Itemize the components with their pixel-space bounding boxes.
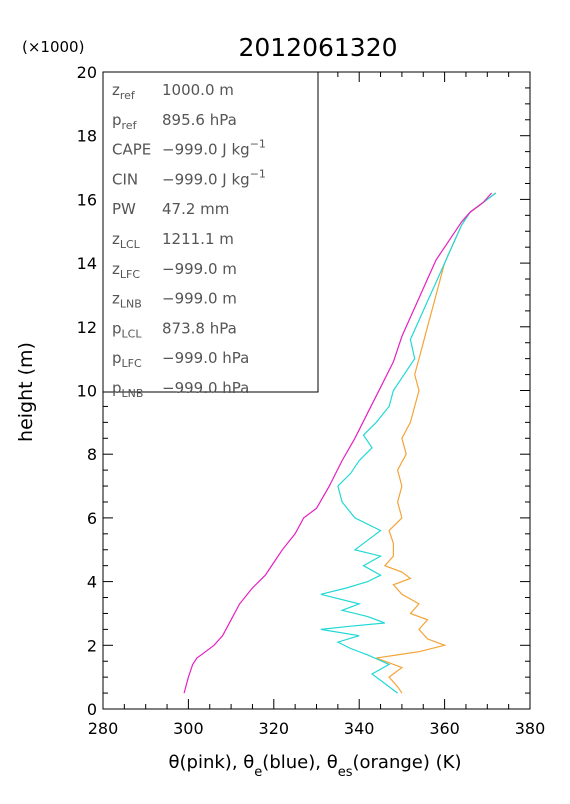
info-row-symbol: CAPE xyxy=(112,141,151,159)
info-row-value: −999.0 hPa xyxy=(162,349,249,367)
y-tick-label: 0 xyxy=(87,700,97,719)
y-tick-label: 12 xyxy=(77,318,97,337)
info-row: zref 1000.0 m xyxy=(112,81,234,102)
info-row-value: 1000.0 m xyxy=(162,81,234,99)
y-tick-label: 14 xyxy=(77,254,97,273)
info-row-symbol: pref xyxy=(112,111,138,132)
info-box-rows: zref 1000.0 m pref 895.6 hPa CAPE −999.0 J kg… xyxy=(112,81,266,400)
info-row-value: −999.0 m xyxy=(162,290,237,308)
info-box: zref 1000.0 m pref 895.6 hPa CAPE −999.0 J kg… xyxy=(102,71,319,400)
info-row-symbol: CIN xyxy=(112,170,138,188)
info-row-symbol: zref xyxy=(112,81,136,102)
info-row-value: −999.0 J kg−1 xyxy=(162,167,266,188)
y-axis-label: height (m) xyxy=(15,342,37,442)
info-row-value: 47.2 mm xyxy=(162,200,229,218)
info-row: pLFC −999.0 hPa xyxy=(112,349,249,370)
info-row-symbol: pLFC xyxy=(112,349,142,370)
info-row-symbol: pLCL xyxy=(112,319,142,340)
x-tick-label: 280 xyxy=(88,719,119,738)
info-row-value: 873.8 hPa xyxy=(162,319,237,337)
info-row-symbol: zLFC xyxy=(112,260,140,281)
series-group xyxy=(183,192,497,694)
y-tick-label: 6 xyxy=(87,509,97,528)
info-row: CAPE −999.0 J kg−1 xyxy=(112,138,266,159)
info-row: pref 895.6 hPa xyxy=(112,111,237,132)
info-row: pLNB −999.0 hPa xyxy=(112,379,249,400)
x-tick-label: 360 xyxy=(429,719,460,738)
info-row-symbol: PW xyxy=(112,200,136,218)
info-row-symbol: pLNB xyxy=(112,379,143,400)
info-box-frame xyxy=(102,71,319,393)
x-tick-label: 320 xyxy=(259,719,290,738)
y-multiplier: (×1000) xyxy=(22,38,84,56)
x-tick-label: 300 xyxy=(173,719,204,738)
y-tick-label: 2 xyxy=(87,636,97,655)
info-row: zLNB −999.0 m xyxy=(112,290,237,311)
info-row: CIN −999.0 J kg−1 xyxy=(112,167,266,188)
info-row-symbol: zLNB xyxy=(112,290,142,311)
info-row-value: 895.6 hPa xyxy=(162,111,237,129)
series-line-θ xyxy=(183,192,493,694)
info-row-value: −999.0 J kg−1 xyxy=(162,138,266,159)
y-tick-label: 8 xyxy=(87,445,97,464)
y-tick-label: 4 xyxy=(87,573,97,592)
y-tick-label: 16 xyxy=(77,190,97,209)
x-tick-label: 340 xyxy=(344,719,375,738)
info-row-value: −999.0 hPa xyxy=(162,379,249,397)
series-line-θe xyxy=(320,192,497,694)
info-row: zLFC −999.0 m xyxy=(112,260,237,281)
series-line-θes xyxy=(376,192,497,694)
y-tick-label: 20 xyxy=(77,63,97,82)
x-tick-label: 380 xyxy=(515,719,546,738)
info-row: pLCL 873.8 hPa xyxy=(112,319,237,340)
info-row-symbol: zLCL xyxy=(112,230,141,251)
info-row-value: −999.0 m xyxy=(162,260,237,278)
info-row: zLCL 1211.1 m xyxy=(112,230,234,251)
y-tick-label: 18 xyxy=(77,127,97,146)
chart-title: 2012061320 xyxy=(238,33,397,62)
info-row-value: 1211.1 m xyxy=(162,230,234,248)
x-axis-label: θ(pink), θe(blue), θes(orange) (K) xyxy=(169,752,462,780)
y-tick-label: 10 xyxy=(77,382,97,401)
info-row: PW 47.2 mm xyxy=(112,200,229,218)
